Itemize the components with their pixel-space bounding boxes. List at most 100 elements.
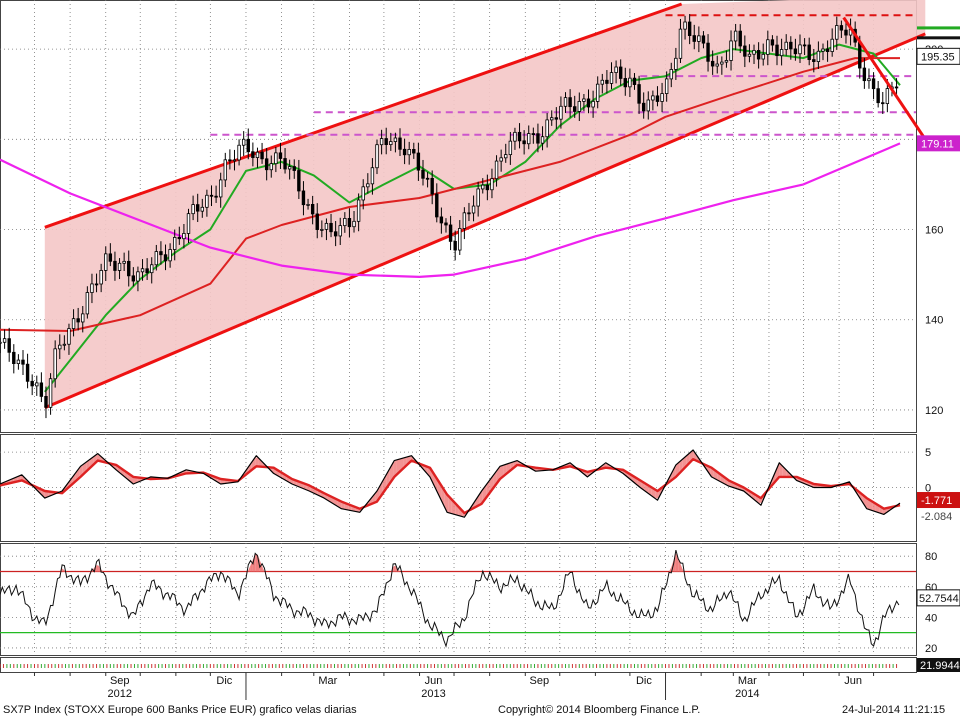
rsi-overbought-fill (262, 565, 265, 572)
candle-body (366, 183, 370, 188)
candle-body (669, 69, 673, 80)
candle-body (733, 30, 738, 42)
rsi-label: 52.7544 (919, 593, 959, 605)
candle-body (58, 344, 62, 350)
rsi-overbought-fill (673, 553, 676, 572)
candle-body (81, 313, 85, 323)
macd-signal-label: -2.084 (921, 511, 952, 523)
rsi-line (0, 549, 900, 648)
chart-caption: SX7P Index (STOXX Europe 600 Banks Price… (3, 704, 357, 716)
candle-body (356, 199, 361, 222)
candle-body (802, 44, 807, 47)
candle-body (177, 237, 182, 240)
candle-body (876, 88, 880, 104)
candle-body (752, 50, 756, 55)
candle-body (448, 224, 453, 242)
candle-body (674, 57, 678, 70)
candle-body (71, 318, 76, 329)
candle-body (163, 254, 168, 262)
candle-body (228, 159, 232, 162)
candle-body (94, 283, 99, 286)
candle-body (30, 380, 34, 387)
candle-body (779, 49, 784, 57)
candle-body (48, 378, 53, 408)
candle-body (784, 41, 788, 50)
candle-body (471, 205, 476, 214)
volume-label: 21.9944 (920, 660, 960, 672)
candle-body (798, 44, 802, 55)
candle-body (476, 188, 480, 207)
macd-fill (786, 469, 790, 477)
candle-body (513, 131, 517, 142)
candle-body (237, 144, 241, 161)
candle-body (867, 78, 871, 82)
candle-body (600, 79, 604, 85)
candle-body (517, 131, 522, 142)
copyright-text: Copyright© 2014 Bloomberg Finance L.P. (498, 704, 701, 716)
candle-body (232, 159, 237, 162)
candle-body (789, 41, 793, 50)
candle-body (35, 382, 39, 387)
candle-body (766, 39, 770, 55)
candle-body (618, 66, 623, 79)
ma-long-label: 179.11 (921, 138, 954, 150)
y-tick-label: 80 (925, 551, 937, 563)
candle-body (370, 167, 375, 185)
candle-body (540, 136, 545, 144)
candle-body (412, 148, 416, 154)
trend-channel-fill (44, 0, 926, 408)
candle-body (287, 166, 292, 170)
y-tick-label: 0 (925, 483, 931, 495)
candle-body (186, 213, 191, 234)
y-tick-label: 5 (925, 447, 931, 459)
candle-body (117, 262, 122, 271)
price-ma_long-line (0, 142, 901, 278)
candle-body (710, 60, 715, 67)
macd-fill (672, 464, 676, 480)
candle-body (113, 260, 117, 271)
candle-body (173, 237, 177, 250)
candle-body (379, 138, 384, 146)
candle-body (0, 341, 2, 344)
candle-body (729, 40, 733, 61)
candle-body (53, 348, 57, 380)
macd-fill (393, 460, 397, 479)
candle-body (646, 99, 650, 112)
candle-body (131, 275, 136, 282)
candle-body (508, 140, 513, 156)
candle-body (150, 264, 154, 274)
candle-body (264, 158, 269, 171)
candle-body (85, 292, 90, 315)
candle-body (416, 152, 421, 171)
candle-body (720, 61, 724, 65)
candle-body (844, 29, 848, 36)
candle-body (793, 48, 798, 55)
macd-fill (475, 494, 480, 507)
candle-body (499, 157, 503, 162)
candle-body (830, 38, 834, 52)
candle-body (885, 88, 890, 104)
candle-body (462, 212, 467, 229)
candle-body (628, 77, 632, 88)
candle-body (577, 101, 582, 112)
macd-fill (372, 492, 376, 504)
rsi-overbought-fill (669, 567, 672, 572)
candle-body (21, 359, 25, 365)
y-tick-label: 120 (925, 405, 943, 417)
candle-body (807, 44, 811, 60)
candle-body (421, 169, 425, 179)
candle-body (122, 260, 126, 264)
candle-body (582, 98, 586, 102)
candle-body (559, 105, 563, 120)
candle-body (573, 106, 577, 112)
candle-body (108, 253, 113, 262)
x-tick-label: Mar (318, 675, 337, 687)
candle-body (664, 78, 669, 94)
rsi-label-bg (916, 589, 960, 607)
candle-body (333, 231, 338, 237)
x-year-label: 2013 (421, 688, 445, 700)
candle-body (531, 133, 536, 135)
candle-body (246, 138, 250, 153)
x-year-label: 2012 (108, 688, 132, 700)
